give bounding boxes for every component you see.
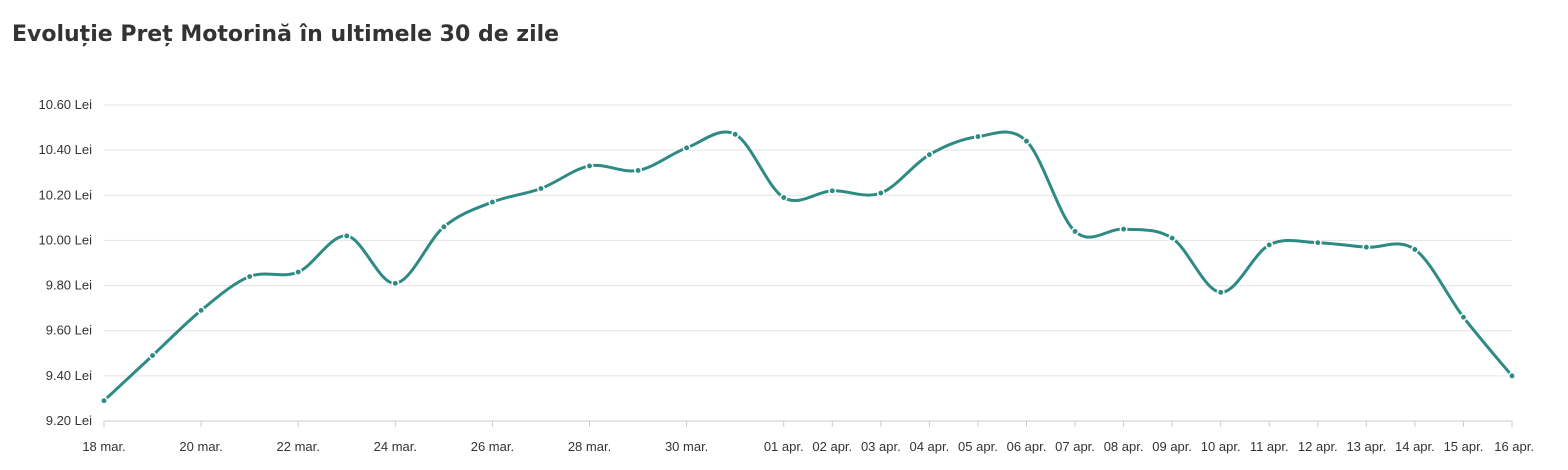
data-point[interactable]	[779, 193, 788, 202]
x-tick-label: 12 apr.	[1298, 439, 1338, 454]
x-tick-label: 06 apr.	[1007, 439, 1047, 454]
data-point[interactable]	[391, 279, 400, 288]
series-line	[102, 130, 1514, 403]
x-axis: 18 mar. 20 mar. 22 mar. 24 mar. 26 mar. 28 ma…	[82, 420, 1534, 454]
data-point[interactable]	[1508, 371, 1516, 380]
data-point[interactable]	[1265, 240, 1274, 249]
x-tick-label: 01 apr.	[764, 439, 804, 454]
x-tick-label: 30 mar.	[665, 439, 708, 454]
data-point[interactable]	[925, 150, 934, 159]
data-point[interactable]	[1313, 238, 1322, 247]
x-tick-label: 28 mar.	[568, 439, 611, 454]
y-tick-label: 9.80 Lei	[46, 278, 92, 293]
x-tick-label: 09 apr.	[1152, 439, 1192, 454]
y-tick-label: 10.00 Lei	[39, 232, 93, 247]
data-point[interactable]	[342, 231, 351, 240]
y-tick-label: 9.40 Lei	[46, 368, 92, 383]
x-tick-label: 20 mar.	[179, 439, 222, 454]
x-tick-label: 13 apr.	[1346, 439, 1386, 454]
data-point[interactable]	[1362, 243, 1371, 252]
data-point[interactable]	[1119, 225, 1128, 234]
x-tick-label: 03 apr.	[861, 439, 901, 454]
chart-title: Evoluție Preț Motorină în ultimele 30 de…	[12, 22, 560, 47]
x-tick-label: 14 apr.	[1395, 439, 1435, 454]
data-point[interactable]	[439, 222, 448, 231]
data-point[interactable]	[682, 143, 691, 152]
data-points	[100, 130, 1516, 405]
data-point[interactable]	[1410, 245, 1419, 254]
x-tick-label: 18 mar.	[82, 439, 125, 454]
data-point[interactable]	[100, 396, 108, 405]
data-point[interactable]	[197, 306, 206, 315]
x-tick-label: 15 apr.	[1444, 439, 1484, 454]
data-point[interactable]	[148, 351, 157, 360]
data-point[interactable]	[245, 272, 254, 281]
y-tick-label: 10.60 Lei	[39, 97, 93, 112]
data-point[interactable]	[876, 189, 885, 197]
data-point[interactable]	[1168, 234, 1177, 243]
data-point[interactable]	[537, 184, 545, 193]
x-tick-label: 22 mar.	[277, 439, 320, 454]
x-tick-label: 24 mar.	[374, 439, 417, 454]
x-tick-label: 11 apr.	[1250, 439, 1289, 454]
y-tick-label: 9.20 Lei	[46, 413, 92, 428]
x-tick-label: 02 apr.	[812, 439, 852, 454]
y-tick-label: 10.20 Lei	[39, 187, 93, 202]
series-line-layer	[102, 130, 1514, 403]
grid-lines	[104, 104, 1512, 377]
data-point[interactable]	[585, 161, 594, 170]
y-axis-labels: 9.20 Lei 9.40 Lei 9.60 Lei 9.80 Lei 10.00 Le…	[39, 97, 93, 428]
x-tick-label: 07 apr.	[1055, 439, 1095, 454]
data-point[interactable]	[1022, 137, 1031, 146]
data-point[interactable]	[731, 130, 740, 139]
data-point[interactable]	[1071, 227, 1079, 236]
y-tick-label: 10.40 Lei	[39, 142, 93, 157]
data-point[interactable]	[294, 268, 303, 276]
y-tick-label: 9.60 Lei	[46, 323, 92, 338]
data-point[interactable]	[1216, 288, 1225, 297]
data-point[interactable]	[1459, 313, 1468, 322]
x-tick-label: 08 apr.	[1104, 439, 1144, 454]
x-tick-label: 05 apr.	[958, 439, 998, 454]
x-tick-label: 04 apr.	[909, 439, 949, 454]
data-point[interactable]	[634, 166, 643, 175]
x-tick-label: 26 mar.	[471, 439, 514, 454]
x-tick-label: 10 apr.	[1201, 439, 1241, 454]
x-tick-label: 16 apr.	[1494, 439, 1534, 454]
data-point[interactable]	[973, 132, 982, 141]
data-point[interactable]	[488, 198, 497, 207]
data-point[interactable]	[828, 186, 837, 195]
